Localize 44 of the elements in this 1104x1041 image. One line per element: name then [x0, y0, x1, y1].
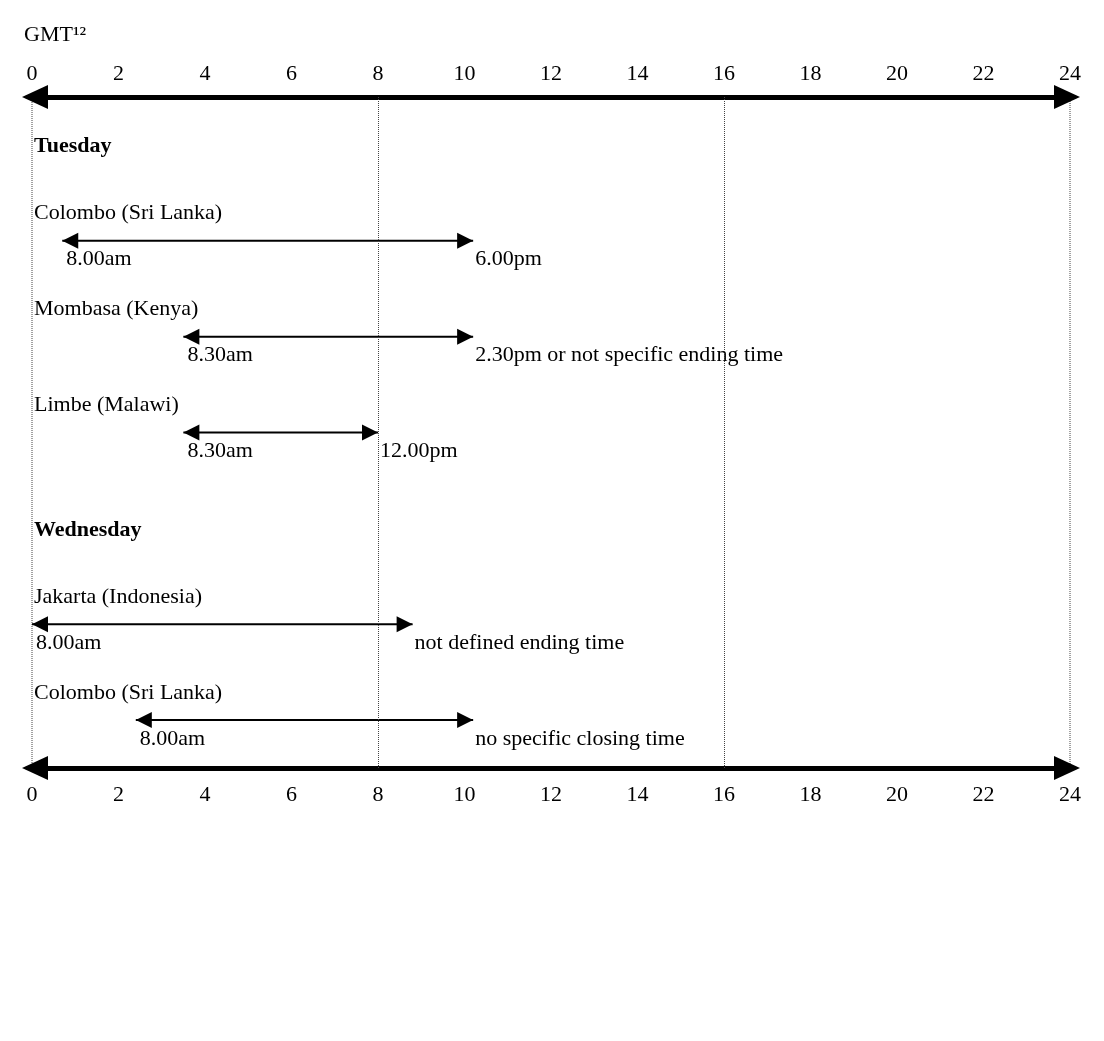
x2-tick-label: 10 — [453, 780, 476, 806]
y-tick-label: Mombasa (Kenya) — [34, 295, 199, 321]
annotation: 2.30pm or not specific ending time — [475, 341, 784, 367]
x-tick-label: 20 — [886, 59, 908, 85]
x2-tick-label: 12 — [540, 780, 562, 806]
annotation: 12.00pm — [380, 437, 458, 462]
x2-tick-label: 22 — [972, 780, 995, 806]
annotation: 8.30am — [187, 341, 253, 367]
y-tick-label: Colombo (Sri Lanka) — [34, 199, 223, 225]
x-tick-label: 8 — [372, 59, 384, 85]
x2-tick-label: 16 — [713, 780, 735, 806]
y-tick-label: Limbe (Malawi) — [34, 391, 179, 416]
x-tick-label: 10 — [453, 59, 476, 85]
x2-tick-label: 8 — [372, 780, 384, 806]
x-tick-label: 6 — [286, 59, 297, 85]
annotation: 8.00am — [66, 245, 132, 271]
x2-tick-label: 0 — [26, 780, 38, 806]
x-tick-label: 24 — [1059, 59, 1081, 85]
annotation: no specific closing time — [475, 724, 685, 750]
x-tick-label: 4 — [199, 59, 211, 85]
x2-axis-title: GMT¹² — [24, 20, 87, 46]
x2-tick-label: 4 — [199, 780, 211, 806]
x-tick-label: 16 — [713, 59, 735, 85]
x2-tick-label: 2 — [113, 780, 124, 806]
x-tick-label: 12 — [540, 59, 562, 85]
x-tick-label: 2 — [113, 59, 124, 85]
annotation: 6.00pm — [475, 245, 542, 271]
x-tick-label: 18 — [799, 59, 822, 85]
y-tick-label: Tuesday — [34, 132, 112, 158]
x-tick-label: 14 — [626, 59, 649, 85]
x2-tick-label: 6 — [286, 780, 297, 806]
annotation: 8.00am — [36, 628, 102, 654]
x2-tick-label: 18 — [799, 780, 822, 806]
y-tick-label: Wednesday — [34, 515, 142, 541]
x-tick-label: 0 — [26, 59, 38, 85]
y-tick-label: Jakarta (Indonesia) — [34, 582, 202, 608]
x2-tick-label: 20 — [886, 780, 908, 806]
x-tick-label: 22 — [972, 59, 995, 85]
y-tick-label: Colombo (Sri Lanka) — [34, 678, 223, 704]
annotation: not defined ending time — [414, 628, 625, 654]
x2-tick-label: 14 — [626, 780, 649, 806]
annotation: 8.00am — [139, 724, 206, 750]
annotation: 8.30am — [187, 437, 253, 462]
x2-tick-label: 24 — [1059, 780, 1081, 806]
